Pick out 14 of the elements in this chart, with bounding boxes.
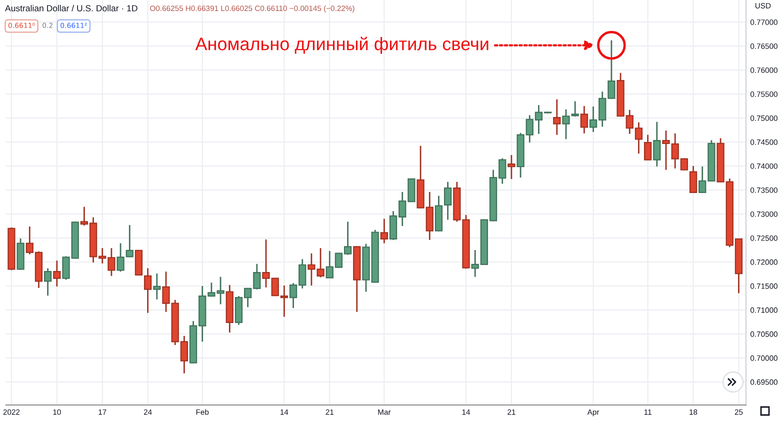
- candlestick: [644, 134, 652, 161]
- candlestick: [144, 268, 152, 314]
- candlestick: [380, 218, 388, 244]
- chart-title: Australian Dollar / U.S. Dollar · 1D: [5, 4, 138, 12]
- candlestick: [53, 260, 61, 288]
- candlestick: [153, 272, 161, 300]
- candlestick: [444, 181, 452, 220]
- candlestick: [508, 154, 516, 180]
- candlestick: [580, 105, 588, 134]
- candlestick: [44, 268, 52, 296]
- candlestick: [553, 98, 561, 136]
- candlestick: [653, 121, 661, 168]
- candlestick: [689, 165, 698, 194]
- annotation: Аномально длинный фитиль свечи: [195, 36, 488, 54]
